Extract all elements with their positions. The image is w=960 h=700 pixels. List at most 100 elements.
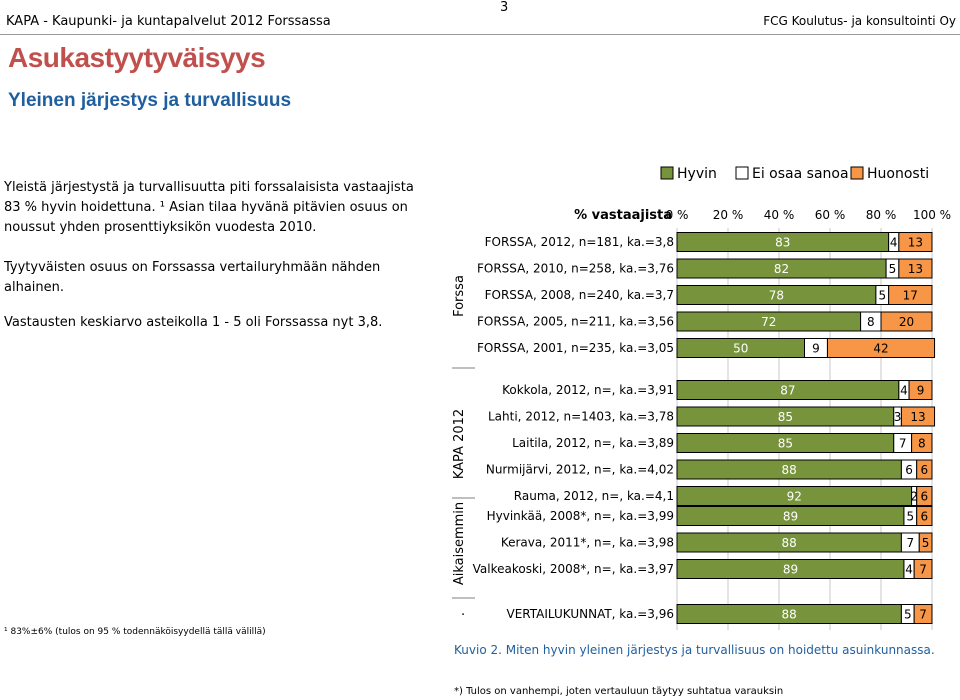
row-label: FORSSA, 2001, n=235, ka.=3,05	[477, 341, 674, 355]
data-label: 7	[919, 608, 927, 622]
data-label: 4	[905, 563, 913, 577]
data-label: 5	[907, 510, 915, 524]
legend-label: Ei osaa sanoa	[752, 166, 849, 182]
bar-segment	[913, 604, 933, 624]
intro-paragraph: Yleistä järjestystä ja turvallisuutta pi…	[4, 180, 414, 235]
header-left: KAPA - Kaupunki- ja kuntapalvelut 2012 F…	[6, 14, 331, 29]
data-label: 7	[907, 536, 915, 550]
data-label: 88	[782, 536, 797, 550]
axis-title: % vastaajista	[574, 208, 672, 223]
data-label: 5	[889, 262, 897, 276]
data-label: 8	[867, 315, 875, 329]
x-tick-label: 60 %	[815, 208, 846, 222]
x-tick-label: 100 %	[913, 208, 951, 222]
legend-swatch	[660, 166, 674, 180]
data-label: 13	[908, 236, 923, 250]
data-label: 20	[899, 315, 914, 329]
data-label: 87	[780, 384, 795, 398]
data-label: 78	[769, 289, 784, 303]
data-label: 6	[921, 463, 929, 477]
row-label: FORSSA, 2012, n=181, ka.=3,8	[485, 235, 674, 249]
bar-segment	[888, 285, 933, 305]
x-tick-label: 0 %	[666, 208, 689, 222]
bar-segment	[908, 380, 933, 400]
row-label: FORSSA, 2010, n=258, ka.=3,76	[477, 262, 674, 276]
bottom-note: *) Tulos on vanhempi, joten vertauluun t…	[454, 686, 784, 697]
legend-label: Huonosti	[867, 166, 929, 182]
group-label: KAPA 2012	[452, 409, 467, 479]
data-label: 5	[904, 608, 912, 622]
bar-segment	[900, 406, 936, 427]
data-label: 6	[905, 463, 913, 477]
data-label: 88	[782, 463, 797, 477]
data-label: 2	[910, 490, 918, 504]
data-label: 85	[778, 437, 793, 451]
row-label: Nurmijärvi, 2012, n=, ka.=4,02	[486, 463, 674, 477]
row-label: Kerava, 2011*, n=, ka.=3,98	[501, 536, 674, 550]
data-label: 82	[774, 262, 789, 276]
row-label: Laitila, 2012, n=, ka.=3,89	[512, 436, 674, 450]
data-label: 85	[778, 410, 793, 424]
bar-segment	[916, 486, 933, 506]
row-label: Hyvinkää, 2008*, n=, ka.=3,99	[487, 509, 674, 523]
bar-segment	[916, 459, 933, 480]
bar-segment	[911, 433, 933, 453]
data-label: 72	[761, 315, 776, 329]
data-label: 13	[908, 262, 923, 276]
group-label: Aikaisemmin	[452, 502, 467, 585]
data-label: 3	[894, 410, 902, 424]
legend-swatch	[850, 166, 864, 180]
header-divider	[0, 34, 960, 35]
data-label: 13	[910, 410, 925, 424]
data-label: 88	[782, 608, 797, 622]
data-label: 9	[917, 384, 925, 398]
data-label: 89	[783, 510, 798, 524]
data-label: 7	[899, 437, 907, 451]
page-title: Asukastyytyväisyys	[8, 42, 266, 73]
page-number: 3	[500, 0, 509, 15]
legend-label: Hyvin	[677, 166, 717, 182]
row-label: Valkeakoski, 2008*, n=, ka.=3,97	[473, 562, 674, 576]
bar-segment	[898, 258, 933, 279]
bar-segment	[898, 232, 933, 252]
data-label: 7	[919, 563, 927, 577]
data-label: 5	[878, 289, 886, 303]
data-label: 83	[775, 236, 790, 250]
data-label: 17	[903, 289, 918, 303]
footnote: ¹ 83%±6% (tulos on 95 % todennäköisyydel…	[4, 627, 266, 637]
data-label: 4	[890, 236, 898, 250]
row-label: Kokkola, 2012, n=, ka.=3,91	[502, 383, 674, 397]
group-label: ·	[461, 608, 465, 623]
x-tick-label: 80 %	[866, 208, 897, 222]
row-label: VERTAILUKUNNAT, ka.=3,96	[507, 607, 674, 621]
header-right: FCG Koulutus- ja konsultointi Oy	[763, 14, 956, 28]
data-label: 9	[812, 342, 820, 356]
data-label: 6	[921, 490, 929, 504]
bar-segment	[880, 311, 933, 332]
bar-segment	[918, 532, 933, 553]
legend-swatch	[735, 166, 749, 180]
bar-segment	[913, 559, 933, 579]
data-label: 89	[783, 563, 798, 577]
row-label: Lahti, 2012, n=1403, ka.=3,78	[488, 410, 674, 424]
data-label: 92	[787, 490, 802, 504]
group-label: Forssa	[452, 275, 467, 317]
comparison-paragraph: Tyytyväisten osuus on Forssassa vertailu…	[4, 260, 381, 295]
row-label: FORSSA, 2008, n=240, ka.=3,7	[485, 288, 674, 302]
data-label: 6	[921, 510, 929, 524]
x-tick-label: 40 %	[764, 208, 795, 222]
page-subtitle: Yleinen järjestys ja turvallisuus	[8, 90, 292, 111]
row-label: Rauma, 2012, n=, ka.=4,1	[514, 489, 674, 503]
average-paragraph: Vastausten keskiarvo asteikolla 1 - 5 ol…	[4, 315, 383, 330]
bar-segment	[826, 338, 936, 358]
data-label: 42	[873, 342, 888, 356]
figure-caption: Kuvio 2. Miten hyvin yleinen järjestys j…	[454, 643, 935, 657]
x-tick-label: 20 %	[713, 208, 744, 222]
bar-segment	[916, 506, 933, 526]
row-label: FORSSA, 2005, n=211, ka.=3,56	[477, 315, 674, 329]
data-label: 5	[922, 536, 930, 550]
data-label: 8	[918, 437, 926, 451]
data-label: 50	[733, 342, 748, 356]
data-label: 4	[900, 384, 908, 398]
